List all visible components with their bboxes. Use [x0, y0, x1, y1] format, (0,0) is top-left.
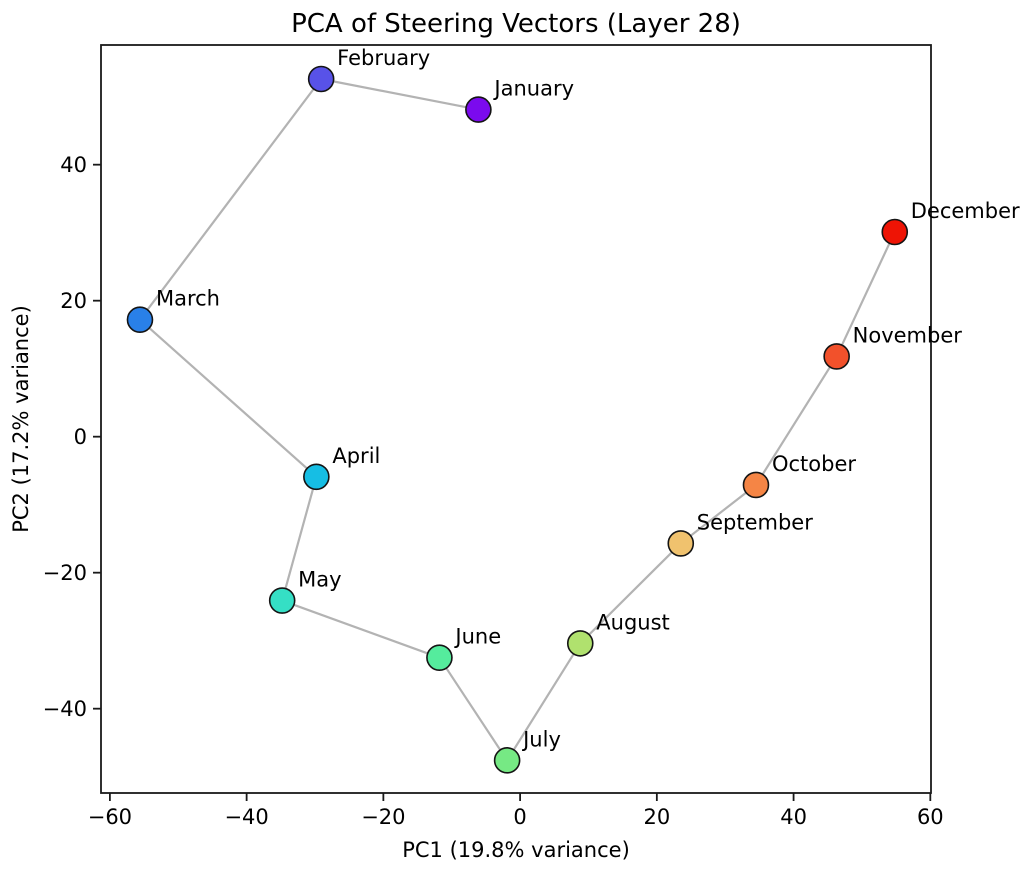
x-axis-label: PC1 (19.8% variance): [402, 838, 630, 862]
x-tick-label: −60: [88, 805, 132, 829]
x-tick-label: 60: [917, 805, 944, 829]
data-point-june: [426, 644, 453, 671]
x-tick-label: 40: [780, 805, 807, 829]
point-label-january: January: [492, 77, 574, 101]
data-point-december: [881, 218, 909, 246]
data-point-october: [742, 471, 770, 499]
point-label-december: December: [911, 199, 1020, 223]
data-point-february: [307, 65, 335, 93]
data-point-may: [268, 587, 296, 614]
point-label-february: February: [337, 46, 430, 70]
point-label-september: September: [697, 510, 813, 534]
x-tick-label: −20: [361, 805, 405, 829]
data-point-april: [303, 463, 330, 491]
chart-title: PCA of Steering Vectors (Layer 28): [291, 9, 741, 39]
data-point-january: [465, 96, 492, 123]
point-label-november: November: [853, 323, 963, 347]
point-label-october: October: [772, 452, 856, 476]
plot-border: [100, 44, 932, 794]
data-point-november: [823, 343, 850, 370]
point-label-june: June: [453, 625, 501, 649]
data-point-july: [493, 747, 521, 774]
x-tick-label: 20: [643, 805, 670, 829]
point-label-may: May: [298, 568, 341, 592]
y-tick-label: 40: [60, 153, 87, 177]
y-axis-label: PC2 (17.2% variance): [9, 305, 33, 533]
x-tick-label: 0: [513, 805, 526, 829]
y-tick-label: 20: [60, 289, 87, 313]
y-tick-label: −40: [43, 697, 87, 721]
month-trajectory-line: [138, 77, 896, 762]
point-label-april: April: [332, 444, 380, 468]
point-label-march: March: [156, 287, 220, 311]
data-point-september: [667, 530, 695, 557]
data-point-march: [126, 306, 154, 334]
point-label-july: July: [521, 727, 561, 751]
data-point-august: [566, 630, 594, 657]
x-tick-label: −40: [224, 805, 268, 829]
point-label-august: August: [596, 610, 670, 634]
y-tick-label: −20: [43, 561, 87, 585]
y-tick-label: 0: [74, 425, 87, 449]
